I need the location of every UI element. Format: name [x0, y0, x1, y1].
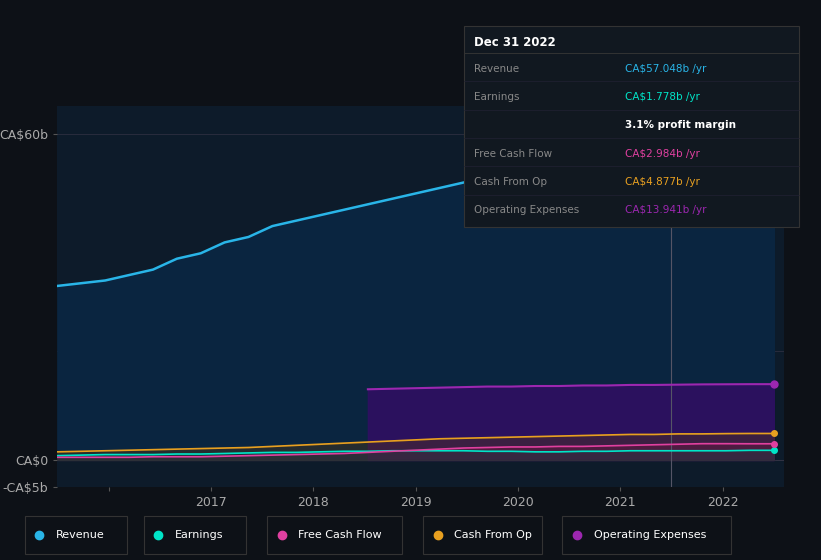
Text: Dec 31 2022: Dec 31 2022 [474, 36, 556, 49]
Text: CA$2.984b /yr: CA$2.984b /yr [625, 148, 699, 158]
Text: CA$13.941b /yr: CA$13.941b /yr [625, 205, 706, 215]
Text: CA$4.877b /yr: CA$4.877b /yr [625, 177, 699, 187]
Text: Revenue: Revenue [56, 530, 104, 540]
Text: 3.1% profit margin: 3.1% profit margin [625, 120, 736, 130]
Text: Earnings: Earnings [474, 92, 519, 102]
Text: Revenue: Revenue [474, 64, 519, 74]
Text: Operating Expenses: Operating Expenses [474, 205, 579, 215]
Text: Free Cash Flow: Free Cash Flow [298, 530, 382, 540]
Text: CA$57.048b /yr: CA$57.048b /yr [625, 64, 706, 74]
Text: Free Cash Flow: Free Cash Flow [474, 148, 552, 158]
Text: CA$1.778b /yr: CA$1.778b /yr [625, 92, 699, 102]
Text: Earnings: Earnings [175, 530, 223, 540]
Text: Cash From Op: Cash From Op [474, 177, 547, 187]
Text: Cash From Op: Cash From Op [454, 530, 532, 540]
Text: Operating Expenses: Operating Expenses [594, 530, 706, 540]
